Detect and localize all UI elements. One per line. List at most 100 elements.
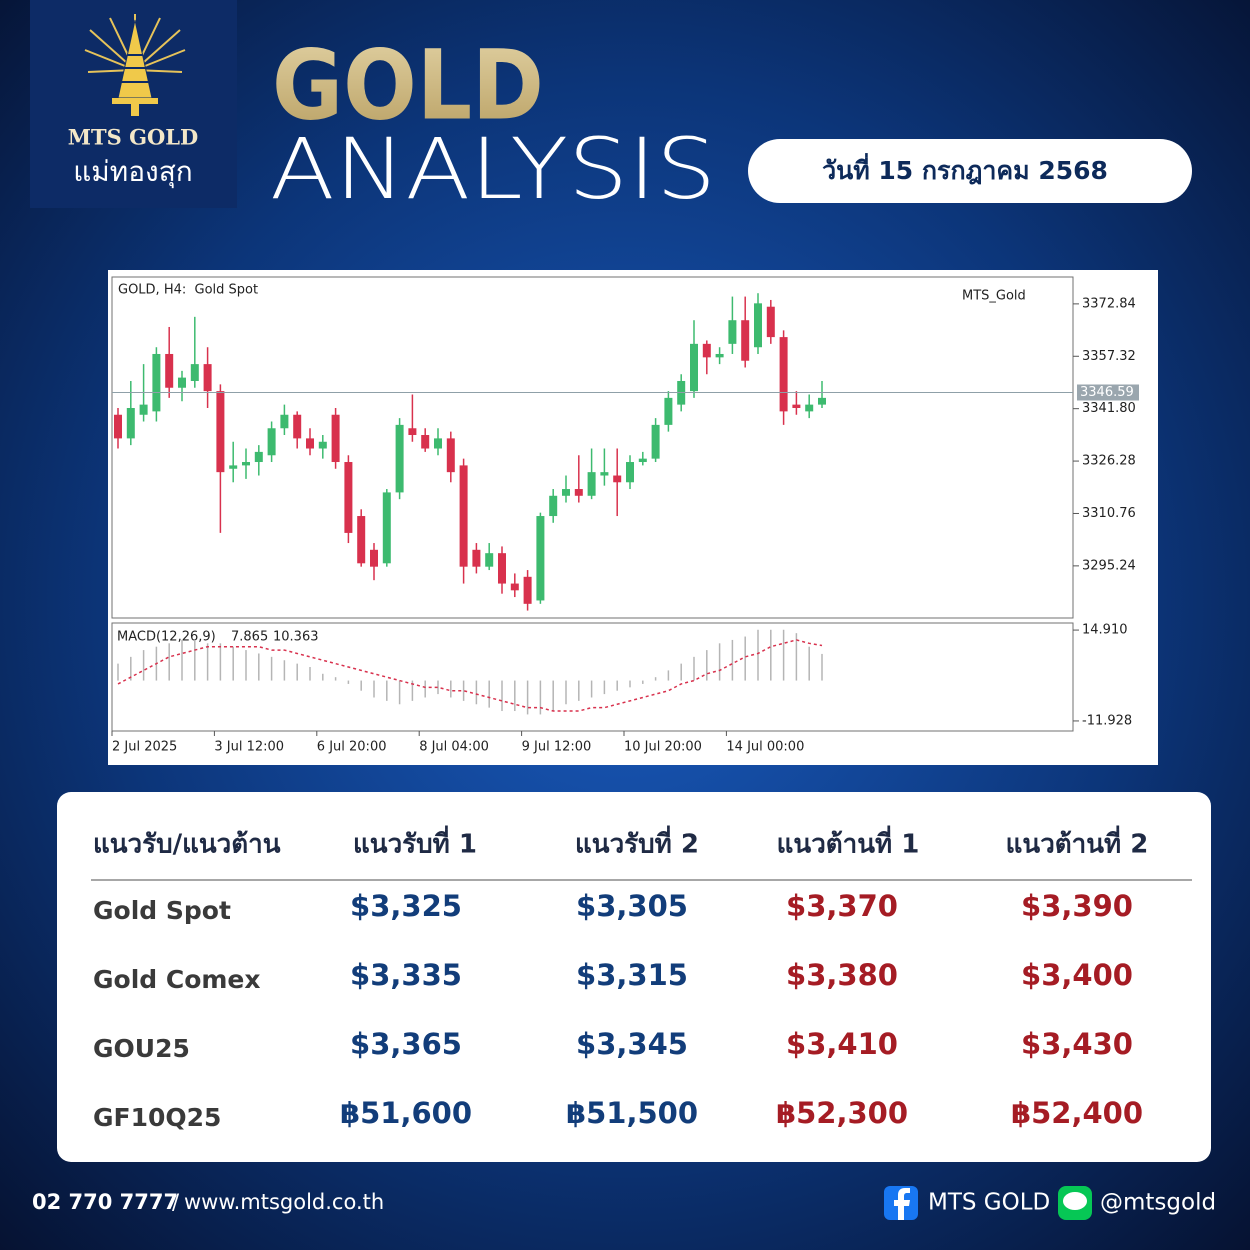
candle-body (267, 428, 276, 456)
table-value: $3,365 (350, 1027, 462, 1061)
candle-body (485, 553, 494, 567)
candle-body (242, 462, 250, 466)
current-price-box (1077, 384, 1139, 401)
x-tick-label: 6 Jul 20:00 (317, 740, 387, 755)
table-header: แนวรับที่ 1 (353, 825, 477, 860)
candle-body (395, 424, 404, 493)
phone: 02 770 7777 (32, 1190, 178, 1214)
x-tick-label: 3 Jul 12:00 (214, 740, 284, 755)
candle-body (754, 303, 762, 348)
candle-body (408, 428, 417, 436)
candle-body (702, 343, 711, 358)
title-gold: GOLD (272, 29, 544, 141)
candle-body (715, 353, 724, 358)
candle-body (190, 364, 199, 381)
candle-body (638, 458, 647, 463)
macd-title: MACD(12,26,9) (117, 630, 216, 645)
table-value: $3,370 (786, 889, 898, 923)
candle-body (498, 553, 506, 584)
candle-body (613, 475, 622, 483)
table-header: แนวต้านที่ 2 (1006, 825, 1149, 860)
table-card (57, 792, 1211, 1162)
table-value: ฿51,500 (566, 1096, 698, 1130)
date: วันที่ 15 กรกฎาคม 2568 (822, 153, 1108, 185)
candle-body (216, 391, 225, 473)
table-header: แนวรับที่ 2 (575, 825, 699, 860)
y-tick-label: 3341.80 (1082, 401, 1136, 416)
y-tick-label: 3357.32 (1082, 349, 1136, 364)
candle-body (741, 320, 750, 361)
x-tick-label: 14 Jul 00:00 (726, 740, 804, 755)
candle-body (792, 404, 801, 408)
facebook-glyph (894, 1188, 910, 1220)
candle-body (382, 492, 391, 564)
candle-body (472, 549, 481, 567)
chart-title: GOLD, H4: Gold Spot (118, 283, 258, 298)
table-value: $3,315 (576, 958, 688, 992)
table-value: $3,400 (1021, 958, 1133, 992)
facebook-name: MTS GOLD (928, 1190, 1050, 1216)
x-tick-label: 9 Jul 12:00 (522, 740, 592, 755)
candle-body (421, 435, 430, 449)
table-header: แนวรับ/แนวต้าน (93, 830, 281, 860)
candle-body (651, 424, 660, 459)
table-value: ฿51,600 (340, 1096, 472, 1130)
candle-body (600, 472, 609, 476)
candle-body (459, 465, 468, 567)
candle-body (562, 489, 570, 496)
candle-body (434, 438, 442, 449)
table-value: $3,380 (786, 958, 898, 992)
macd-tick-label: 14.910 (1082, 623, 1128, 638)
candle-body (357, 516, 366, 564)
candle-body (766, 306, 775, 338)
brand: MTS GOLD (68, 125, 199, 150)
logo (30, 0, 237, 208)
table-header: แนวต้านที่ 1 (777, 825, 920, 860)
candle-body (280, 414, 289, 429)
table-value: $3,430 (1021, 1027, 1133, 1061)
candle-body (779, 337, 788, 412)
candle-body (587, 472, 596, 496)
x-tick-label: 2 Jul 2025 (112, 740, 177, 755)
y-tick-label: 3372.84 (1082, 296, 1136, 311)
candle-body (549, 495, 558, 517)
candle-body (114, 414, 122, 439)
candle-body (446, 438, 455, 473)
separator: / (172, 1190, 180, 1214)
macd-value: 7.865 (231, 630, 268, 645)
candle-body (331, 414, 340, 463)
candle-body (126, 407, 135, 439)
candle-body (139, 404, 148, 415)
candle-body (574, 489, 583, 496)
website: www.mtsgold.co.th (184, 1190, 384, 1214)
table-value: $3,390 (1021, 889, 1133, 923)
table-row-label: GOU25 (93, 1034, 190, 1063)
candle-body (152, 353, 161, 412)
candle-body (690, 343, 698, 392)
candle-body (293, 414, 302, 439)
candle-body (318, 441, 327, 449)
x-tick-label: 10 Jul 20:00 (624, 740, 702, 755)
chart-card (108, 270, 1158, 765)
candle-body (306, 438, 314, 449)
macd-tick-label: -11.928 (1082, 713, 1132, 728)
candle-body (254, 451, 263, 463)
table-value: ฿52,400 (1011, 1096, 1143, 1130)
table-value: $3,305 (576, 889, 688, 923)
candle-body (536, 516, 545, 601)
brand-thai: แม่ทองสุก (73, 155, 193, 189)
candle-body (728, 320, 737, 344)
line-id: @mtsgold (1100, 1190, 1216, 1216)
table-row-label: Gold Comex (93, 965, 261, 994)
candle-body (229, 465, 238, 469)
candle-body (664, 397, 673, 425)
table-value: $3,325 (350, 889, 462, 923)
candle-body (510, 583, 519, 591)
x-tick-label: 8 Jul 04:00 (419, 740, 489, 755)
price-panel (111, 276, 1074, 619)
title-analysis: ANALYSIS (270, 120, 716, 218)
table-value: $3,335 (350, 958, 462, 992)
table-value: ฿52,300 (776, 1096, 908, 1130)
date-pill (748, 139, 1192, 203)
